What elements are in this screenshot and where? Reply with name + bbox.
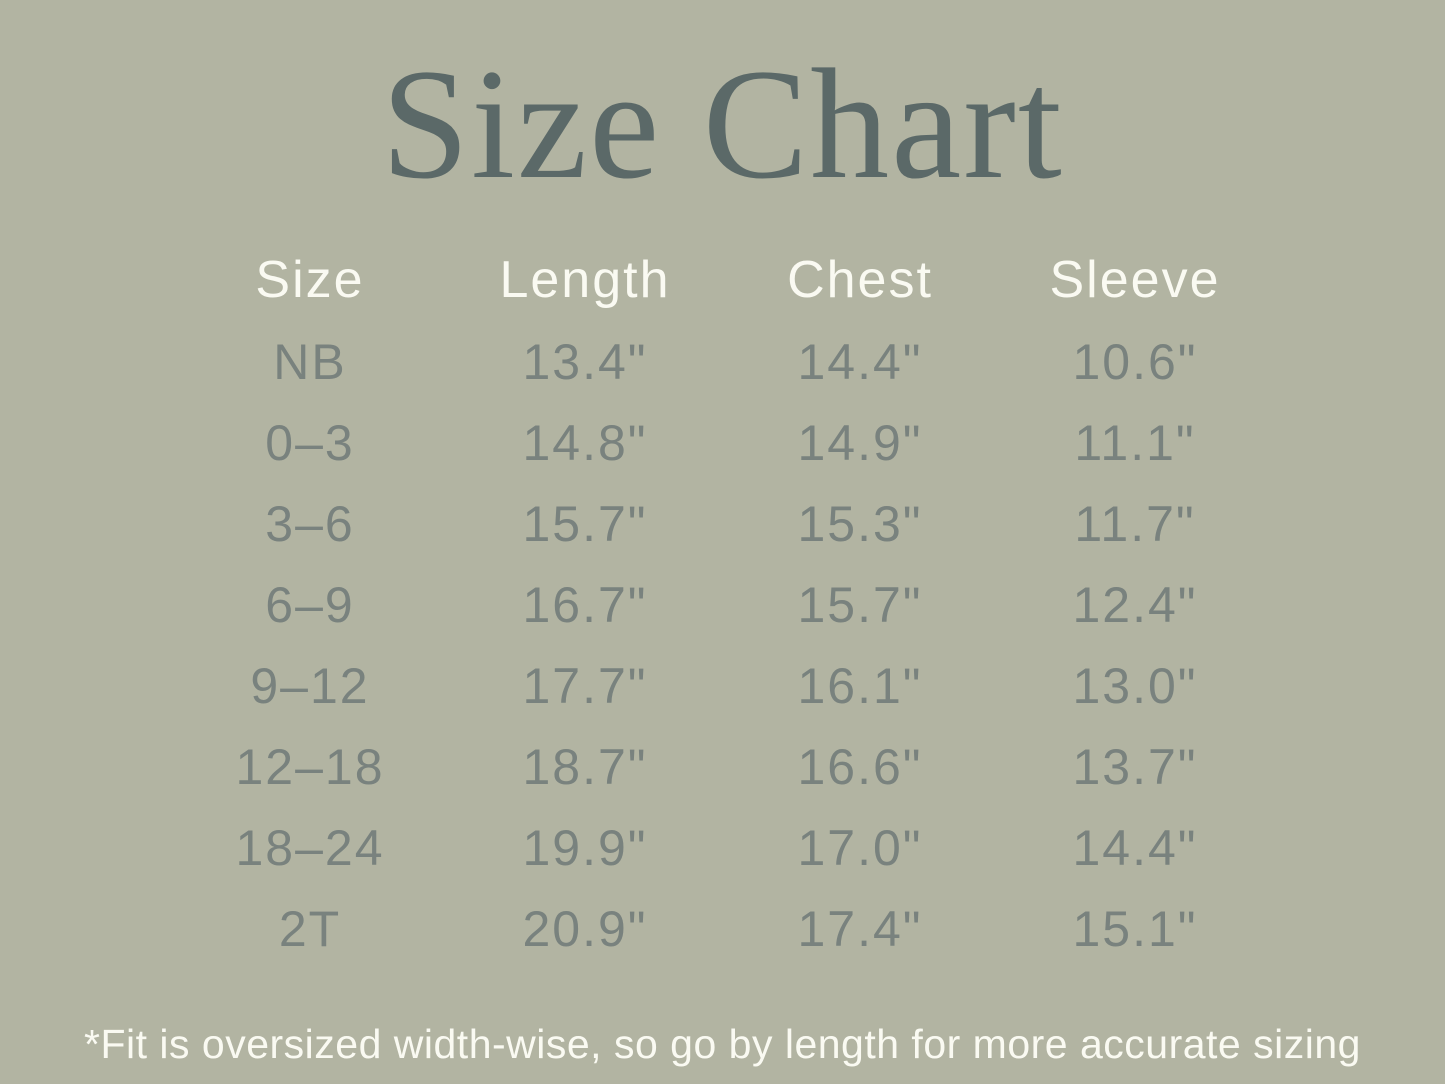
- cell-chest: 16.6": [797, 739, 923, 796]
- cell-size: 3–6: [265, 496, 355, 553]
- cell-chest: 16.1": [797, 658, 923, 715]
- table-row: NB 13.4" 14.4" 10.6": [173, 322, 1273, 403]
- cell-chest: 14.4": [797, 334, 923, 391]
- cell-sleeve: 13.7": [1072, 739, 1198, 796]
- table-header-row: Size Length Chest Sleeve: [173, 238, 1273, 322]
- cell-chest: 14.9": [797, 415, 923, 472]
- cell-size: 12–18: [235, 739, 385, 796]
- cell-length: 13.4": [522, 334, 648, 391]
- cell-size: 0–3: [265, 415, 355, 472]
- column-header-chest: Chest: [787, 250, 933, 309]
- table-row: 9–12 17.7" 16.1" 13.0": [173, 646, 1273, 727]
- cell-chest: 15.3": [797, 496, 923, 553]
- cell-length: 15.7": [522, 496, 648, 553]
- column-header-size: Size: [255, 250, 365, 309]
- table-row: 0–3 14.8" 14.9" 11.1": [173, 403, 1273, 484]
- cell-size: NB: [273, 334, 347, 391]
- cell-size: 2T: [278, 901, 342, 958]
- cell-chest: 17.0": [797, 820, 923, 877]
- fit-footnote: *Fit is oversized width-wise, so go by l…: [84, 1021, 1361, 1067]
- cell-sleeve: 11.1": [1074, 415, 1196, 472]
- cell-sleeve: 13.0": [1072, 658, 1198, 715]
- cell-size: 9–12: [250, 658, 370, 715]
- cell-length: 17.7": [522, 658, 648, 715]
- cell-sleeve: 11.7": [1074, 496, 1196, 553]
- column-header-length: Length: [499, 250, 671, 309]
- cell-length: 19.9": [522, 820, 648, 877]
- cell-length: 18.7": [522, 739, 648, 796]
- column-header-sleeve: Sleeve: [1049, 250, 1221, 309]
- cell-chest: 17.4": [797, 901, 923, 958]
- table-row: 2T 20.9" 17.4" 15.1": [173, 889, 1273, 970]
- table-row: 6–9 16.7" 15.7" 12.4": [173, 565, 1273, 646]
- cell-length: 16.7": [522, 577, 648, 634]
- cell-length: 20.9": [522, 901, 648, 958]
- cell-sleeve: 12.4": [1072, 577, 1198, 634]
- cell-size: 6–9: [265, 577, 355, 634]
- cell-sleeve: 14.4": [1072, 820, 1198, 877]
- table-row: 18–24 19.9" 17.0" 14.4": [173, 808, 1273, 889]
- size-table: Size Length Chest Sleeve NB 13.4" 14.4" …: [173, 238, 1273, 970]
- cell-chest: 15.7": [797, 577, 923, 634]
- cell-sleeve: 10.6": [1072, 334, 1198, 391]
- page-title: Size Chart: [381, 37, 1064, 212]
- cell-length: 14.8": [522, 415, 648, 472]
- cell-size: 18–24: [235, 820, 385, 877]
- cell-sleeve: 15.1": [1072, 901, 1198, 958]
- table-row: 12–18 18.7" 16.6" 13.7": [173, 727, 1273, 808]
- table-row: 3–6 15.7" 15.3" 11.7": [173, 484, 1273, 565]
